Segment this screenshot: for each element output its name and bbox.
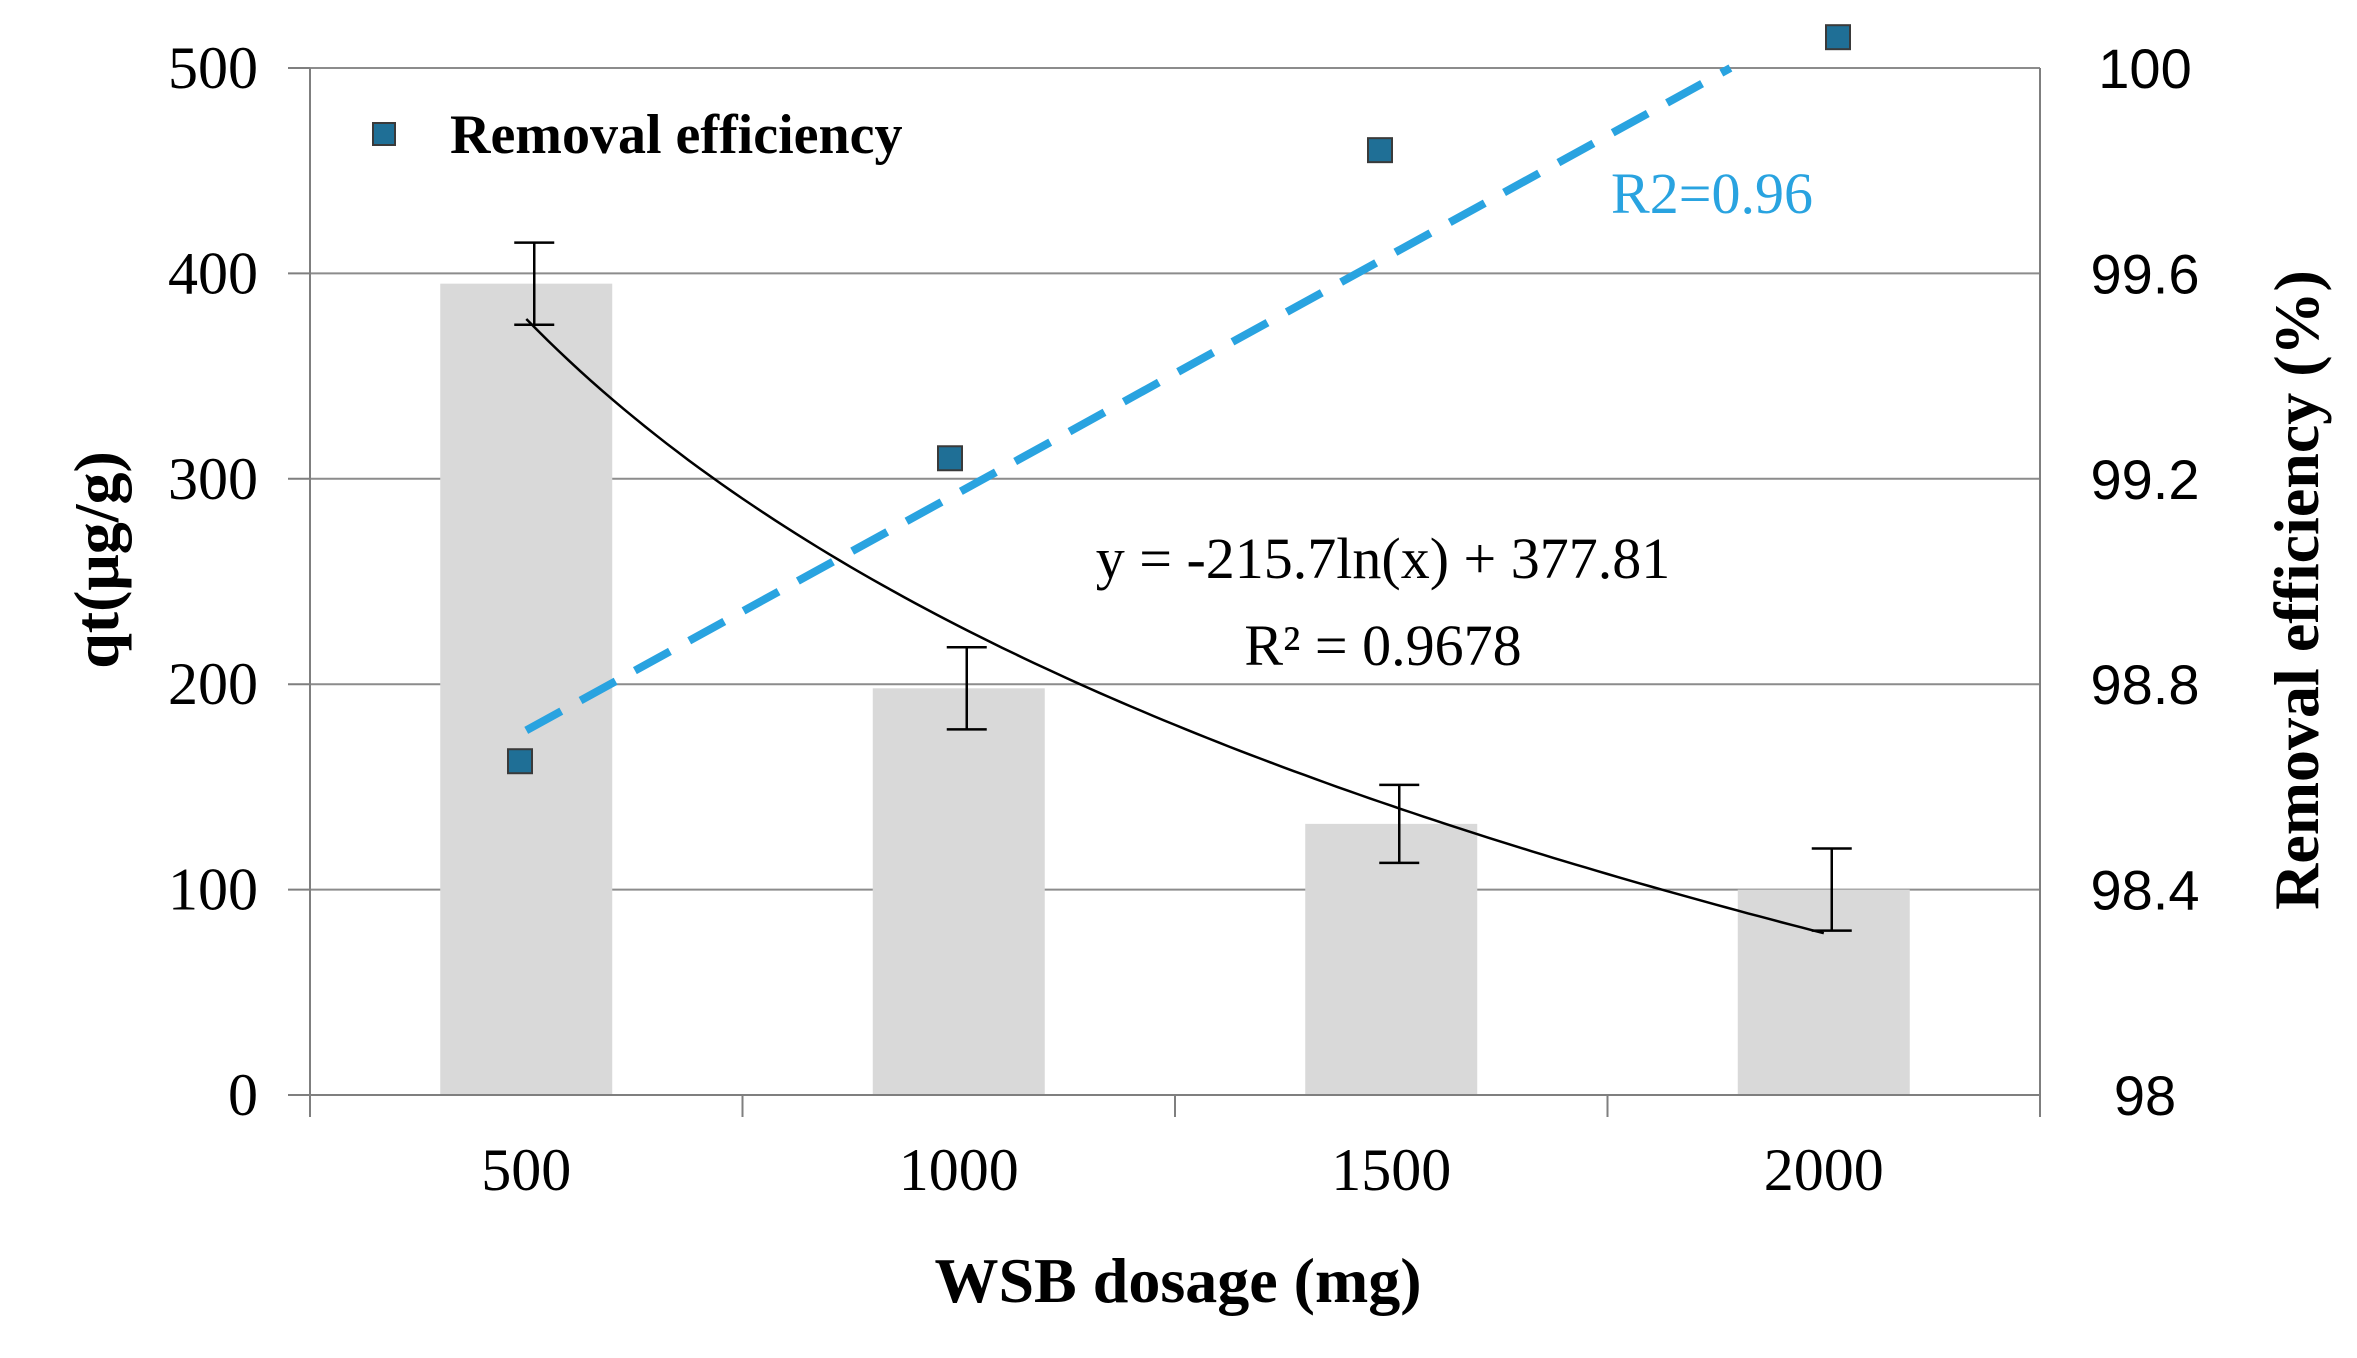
legend-label: Removal efficiency [450,104,902,166]
right-tick-label: 99.6 [2091,242,2200,305]
right-tick-label: 98.4 [2091,859,2200,922]
left-tick-label: 500 [168,35,258,101]
x-tick-label: 2000 [1764,1137,1884,1203]
scatter-series [507,24,1851,775]
x-axis-title: WSB dosage (mg) [934,1245,1421,1316]
x-tick-label: 1000 [899,1137,1019,1203]
scatter-point [507,748,533,775]
linear-trend-r2: R2=0.96 [1611,161,1813,226]
legend-marker [372,122,396,146]
error-bars [514,241,1852,932]
linear-trendline [524,64,1733,734]
x-tick-label: 1500 [1331,1137,1451,1203]
x-tick-label: 500 [481,1137,571,1203]
right-tick-label: 100 [2098,37,2191,100]
bar [872,688,1045,1095]
bar-series [440,283,1910,1095]
right-tick-label: 99.2 [2091,448,2200,511]
left-tick-label: 0 [228,1062,258,1128]
right-tick-label: 98.8 [2091,653,2200,716]
bar [1737,889,1910,1095]
scatter-point [1825,24,1851,51]
bar [1305,823,1478,1095]
left-tick-label: 300 [168,446,258,512]
legend: Removal efficiency [372,104,902,166]
bar [440,283,613,1095]
tick-labels: 0 100 200 300 400 500 98 98.4 98.8 99.2 99.6 100 500… [168,35,2200,1203]
scatter-point [1367,137,1393,164]
log-trendline [525,318,1825,935]
axes [288,67,2041,1117]
log-trend-equation: y = -215.7ln(x) + 377.81 [1096,526,1670,591]
trendlines [524,64,1825,935]
left-tick-label: 200 [168,651,258,717]
right-tick-label: 98 [2114,1064,2176,1127]
scatter-point [937,445,963,472]
y-axis-left-title: qt(μg/g) [61,451,132,669]
y-axis-right-title: Removal efficiency (%) [2261,270,2332,910]
left-tick-label: 100 [168,857,258,923]
log-trend-r2: R² = 0.9678 [1244,613,1521,678]
left-tick-label: 400 [168,240,258,306]
